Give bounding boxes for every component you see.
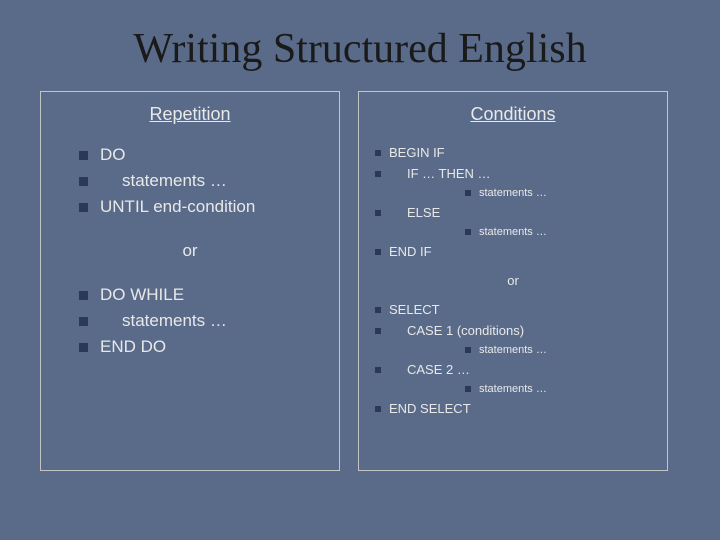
line-text: UNTIL end-condition — [100, 197, 255, 217]
repetition-block-2: DO WHILE statements … END DO — [57, 285, 323, 357]
bullet-icon — [465, 190, 471, 196]
bullet-icon — [375, 249, 381, 255]
list-item: CASE 2 … — [375, 362, 651, 377]
list-item: DO WHILE — [57, 285, 323, 305]
bullet-icon — [465, 386, 471, 392]
bullet-icon — [375, 406, 381, 412]
line-text: statements … — [479, 383, 547, 395]
bullet-icon — [79, 317, 88, 326]
bullet-icon — [465, 229, 471, 235]
line-text: statements … — [479, 226, 547, 238]
or-separator: or — [57, 241, 323, 261]
list-item: END DO — [57, 337, 323, 357]
list-item: statements … — [375, 383, 651, 395]
list-item: statements … — [375, 226, 651, 238]
list-item: END IF — [375, 244, 651, 259]
bullet-icon — [79, 151, 88, 160]
list-item: IF … THEN … — [375, 166, 651, 181]
bullet-icon — [79, 343, 88, 352]
bullet-icon — [79, 291, 88, 300]
line-text: END IF — [389, 244, 432, 259]
list-item: statements … — [57, 171, 323, 191]
bullet-icon — [375, 171, 381, 177]
list-item: UNTIL end-condition — [57, 197, 323, 217]
list-item: statements … — [375, 187, 651, 199]
line-text: statements … — [479, 344, 547, 356]
line-text: END DO — [100, 337, 166, 357]
line-text: statements … — [479, 187, 547, 199]
bullet-icon — [375, 210, 381, 216]
line-text: CASE 1 (conditions) — [389, 323, 524, 338]
line-text: DO — [100, 145, 126, 165]
conditions-block-2: SELECT CASE 1 (conditions) statements … … — [375, 302, 651, 416]
repetition-box: Repetition DO statements … UNTIL end-con… — [40, 91, 340, 471]
bullet-icon — [375, 150, 381, 156]
content-row: Repetition DO statements … UNTIL end-con… — [0, 91, 720, 471]
bullet-icon — [375, 367, 381, 373]
line-text: BEGIN IF — [389, 145, 445, 160]
bullet-icon — [79, 203, 88, 212]
line-text: DO WHILE — [100, 285, 184, 305]
line-text: CASE 2 … — [389, 362, 470, 377]
repetition-heading: Repetition — [57, 104, 323, 125]
list-item: DO — [57, 145, 323, 165]
slide-title: Writing Structured English — [0, 0, 720, 91]
list-item: SELECT — [375, 302, 651, 317]
list-item: statements … — [57, 311, 323, 331]
line-text: statements … — [100, 311, 227, 331]
conditions-block-1: BEGIN IF IF … THEN … statements … ELSE s… — [375, 145, 651, 259]
line-text: statements … — [100, 171, 227, 191]
conditions-heading: Conditions — [375, 104, 651, 125]
or-separator: or — [375, 273, 651, 288]
line-text: SELECT — [389, 302, 440, 317]
conditions-box: Conditions BEGIN IF IF … THEN … statemen… — [358, 91, 668, 471]
bullet-icon — [375, 307, 381, 313]
bullet-icon — [375, 328, 381, 334]
bullet-icon — [465, 347, 471, 353]
list-item: BEGIN IF — [375, 145, 651, 160]
repetition-block-1: DO statements … UNTIL end-condition — [57, 145, 323, 217]
line-text: END SELECT — [389, 401, 471, 416]
line-text: ELSE — [389, 205, 440, 220]
list-item: statements … — [375, 344, 651, 356]
bullet-icon — [79, 177, 88, 186]
list-item: ELSE — [375, 205, 651, 220]
line-text: IF … THEN … — [389, 166, 491, 181]
list-item: CASE 1 (conditions) — [375, 323, 651, 338]
list-item: END SELECT — [375, 401, 651, 416]
